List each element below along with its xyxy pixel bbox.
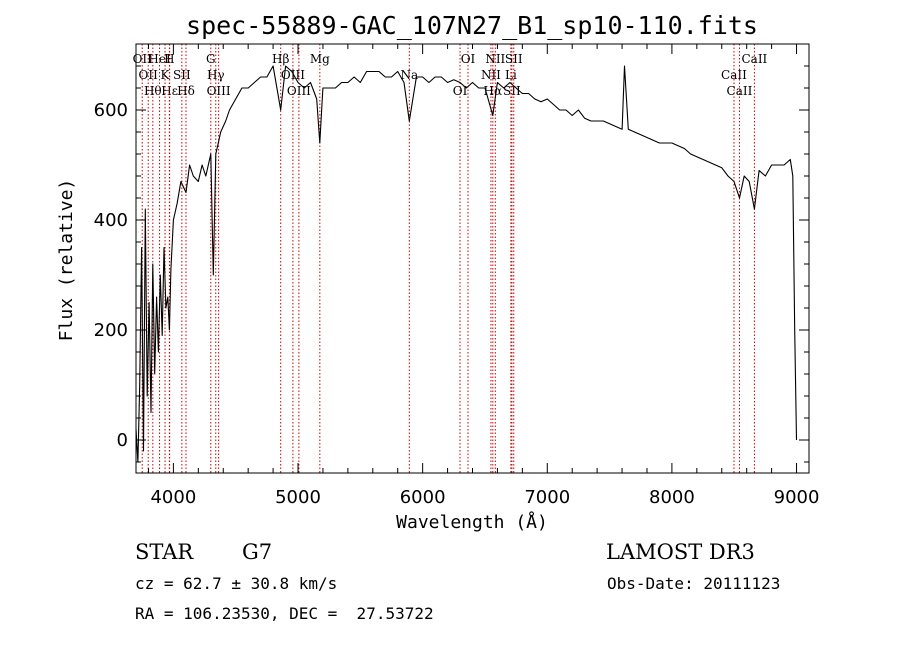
x-tick-label: 9000 (774, 487, 820, 508)
line-markers: OIIOIIHθHeIKHεHSIIHδGHγOIIIHβOIIIOIIIMgN… (133, 44, 768, 473)
line-label: Na (400, 68, 418, 82)
line-label: Li (505, 68, 517, 82)
y-tick-label: 200 (94, 320, 128, 341)
y-tick-label: 0 (117, 430, 128, 451)
object-subclass: G7 (242, 540, 273, 564)
survey-name: LAMOST DR3 (606, 540, 755, 564)
plot-frame (135, 43, 810, 474)
line-label: OI (461, 52, 476, 66)
line-label: CaII (741, 52, 767, 66)
line-label: OIII (281, 68, 305, 82)
line-label: Hθ (144, 84, 162, 98)
spectrum-line (135, 65, 798, 463)
line-label: CaII (721, 68, 747, 82)
line-label: OI (453, 84, 468, 98)
line-label: CaII (727, 84, 753, 98)
x-tick-label: 7000 (524, 487, 570, 508)
axis-ticks: 4000 5000 6000 7000 8000 9000 0 200 400 600 (94, 44, 820, 508)
line-label: Mg (310, 52, 330, 66)
redshift-cz: cz = 62.7 ± 30.8 km/s (135, 574, 338, 593)
line-label: Hδ (177, 84, 195, 98)
x-axis-label: Wavelength (Å) (396, 511, 548, 533)
line-label: SII (503, 84, 521, 98)
line-label: H (164, 52, 174, 66)
line-label: Hα (484, 84, 503, 98)
x-tick-label: 4000 (150, 487, 196, 508)
line-label: Hβ (272, 52, 289, 66)
line-label: Hγ (207, 68, 225, 82)
y-tick-label: 600 (94, 100, 128, 121)
ra-dec: RA = 106.23530, DEC = 27.53722 (135, 604, 434, 623)
line-label: G (206, 52, 216, 66)
line-label: NII (485, 52, 505, 66)
x-tick-label: 6000 (400, 487, 446, 508)
spectrum-series (135, 65, 798, 463)
line-label: OII (133, 52, 153, 66)
x-tick-label: 8000 (649, 487, 695, 508)
object-class: STAR (135, 540, 194, 564)
observation-date: Obs-Date: 20111123 (607, 574, 781, 593)
line-label: SII (505, 52, 523, 66)
line-label: NII (481, 68, 501, 82)
y-tick-label: 400 (94, 210, 128, 231)
line-label: OIII (287, 84, 311, 98)
line-label: K (161, 68, 171, 82)
line-label: SII (173, 68, 191, 82)
chart-title: spec-55889-GAC_107N27_B1_sp10-110.fits (186, 11, 758, 40)
x-tick-label: 5000 (275, 487, 321, 508)
y-axis-label: Flux (relative) (56, 179, 77, 342)
line-label: OII (139, 68, 159, 82)
line-label: OIII (207, 84, 231, 98)
